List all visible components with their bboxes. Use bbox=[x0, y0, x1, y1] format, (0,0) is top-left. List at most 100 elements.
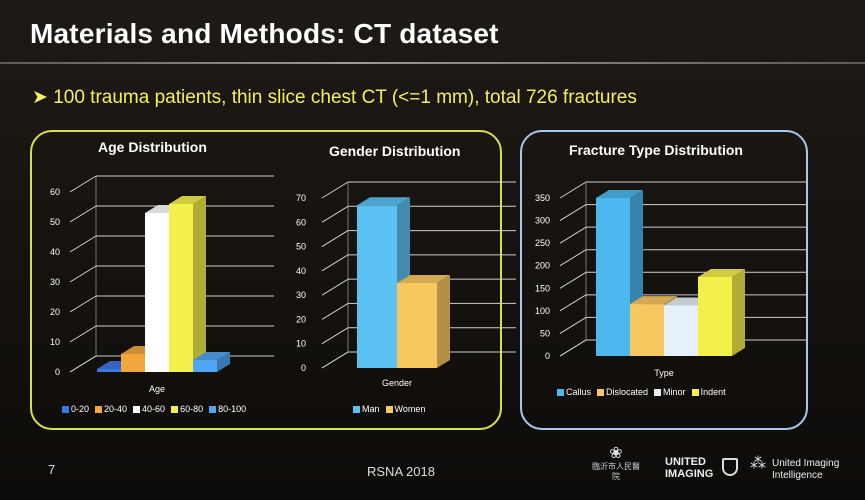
footer-text: RSNA 2018 bbox=[367, 464, 435, 479]
gridline-diag-age bbox=[69, 205, 97, 223]
gridline-diag-age bbox=[69, 295, 97, 313]
tick-label-fracture: 0 bbox=[545, 351, 550, 361]
legend-swatch-callus bbox=[557, 388, 564, 396]
bar-age-2 bbox=[145, 213, 169, 372]
tick-label-gender: 40 bbox=[296, 266, 306, 276]
gender-legend: Man Women bbox=[353, 404, 425, 414]
legend-swatch-20-40 bbox=[95, 405, 103, 413]
gridline-diag-fracture bbox=[559, 181, 587, 199]
fracture-panel bbox=[520, 130, 808, 430]
bar-side-age-4 bbox=[217, 352, 230, 372]
tick-label-gender: 0 bbox=[301, 363, 306, 373]
bar-top-age-4 bbox=[193, 352, 230, 360]
gridline-diag-gender bbox=[321, 327, 349, 345]
tick-label-age: 30 bbox=[50, 277, 60, 287]
legend-swatch-dislocated bbox=[597, 388, 605, 396]
bar-age-0 bbox=[97, 369, 121, 372]
tick-label-fracture: 200 bbox=[535, 261, 550, 271]
bar-top-gender-1 bbox=[397, 275, 450, 283]
legend-label-minor: Minor bbox=[663, 387, 686, 397]
bullet-text: 100 trauma patients, thin slice chest CT… bbox=[53, 87, 637, 108]
bar-gender-1 bbox=[397, 283, 437, 368]
page-number: 7 bbox=[48, 462, 56, 477]
tick-label-fracture: 250 bbox=[535, 238, 550, 248]
tick-label-fracture: 50 bbox=[540, 328, 550, 338]
age-legend: 0-20 20-40 40-60 60-80 80-100 bbox=[62, 404, 246, 414]
fracture-chart-title: Fracture Type Distribution bbox=[569, 142, 743, 158]
gender-chart-title: Gender Distribution bbox=[329, 143, 461, 159]
x-axis-label-gender: Gender bbox=[382, 378, 412, 388]
gridline-diag-gender bbox=[321, 254, 349, 272]
tick-label-gender: 10 bbox=[296, 339, 306, 349]
tick-label-fracture: 350 bbox=[535, 193, 550, 203]
legend-label-80-100: 80-100 bbox=[218, 404, 247, 414]
tick-label-fracture: 300 bbox=[535, 216, 550, 226]
bar-top-age-3 bbox=[169, 196, 206, 204]
tick-label-gender: 20 bbox=[296, 314, 306, 324]
bar-age-4 bbox=[193, 360, 217, 372]
bar-top-fracture-3 bbox=[698, 269, 745, 277]
gridline-diag-age bbox=[69, 175, 97, 193]
bar-gender-0 bbox=[357, 205, 397, 368]
gridline-diag-fracture bbox=[559, 339, 587, 357]
gridline-diag-age bbox=[69, 325, 97, 343]
fracture-legend: Callus Dislocated Minor Indent bbox=[557, 387, 726, 397]
legend-label-man: Man bbox=[362, 404, 380, 414]
bar-age-3 bbox=[169, 204, 193, 372]
gridline-diag-gender bbox=[321, 303, 349, 320]
uii-logo: United Imaging Intelligence bbox=[772, 458, 839, 482]
title-divider bbox=[0, 62, 865, 64]
gridline-diag-fracture bbox=[559, 317, 587, 334]
gridline-diag-gender bbox=[321, 351, 349, 369]
age-gender-panel bbox=[30, 130, 502, 430]
bar-top-gender-0 bbox=[357, 197, 410, 206]
arrow-bullet-icon: ➤ bbox=[32, 87, 48, 108]
gridline-diag-fracture bbox=[559, 271, 587, 289]
legend-swatch-60-80 bbox=[171, 405, 179, 413]
bullet-point: ➤ 100 trauma patients, thin slice chest … bbox=[32, 86, 637, 109]
legend-label-60-80: 60-80 bbox=[180, 404, 204, 414]
uii-line1: United Imaging bbox=[772, 458, 840, 469]
bar-fracture-3 bbox=[698, 277, 732, 356]
united-imaging-line1: UNITED bbox=[665, 456, 706, 468]
lotus-icon: ❀ bbox=[609, 445, 623, 462]
legend-label-callus: Callus bbox=[566, 387, 592, 397]
tick-label-gender: 70 bbox=[296, 193, 306, 203]
bar-fracture-0 bbox=[596, 198, 630, 356]
gridline-diag-gender bbox=[321, 278, 349, 296]
tick-label-fracture: 150 bbox=[535, 283, 550, 293]
united-imaging-line2: IMAGING bbox=[665, 468, 714, 480]
tick-label-age: 50 bbox=[50, 217, 60, 227]
tick-label-gender: 30 bbox=[296, 290, 306, 300]
gridline-diag-gender bbox=[321, 181, 349, 199]
legend-swatch-man bbox=[353, 405, 360, 413]
legend-label-0-20: 0-20 bbox=[71, 404, 90, 414]
shield-icon bbox=[722, 458, 738, 476]
legend-swatch-minor bbox=[654, 388, 662, 396]
bar-fracture-2 bbox=[664, 305, 698, 356]
legend-swatch-women bbox=[385, 405, 393, 413]
tick-label-gender: 50 bbox=[296, 242, 306, 252]
gridline-diag-fracture bbox=[559, 294, 587, 312]
bar-top-fracture-1 bbox=[630, 296, 677, 305]
hospital-logo: ❀ 臨沂市人民醫院 bbox=[590, 446, 642, 482]
gridline-diag-age bbox=[69, 355, 97, 373]
legend-swatch-40-60 bbox=[133, 405, 141, 413]
hospital-name: 臨沂市人民醫院 bbox=[592, 462, 640, 481]
gridline-diag-gender bbox=[321, 205, 349, 223]
gridline-diag-fracture bbox=[559, 204, 587, 221]
bar-side-fracture-3 bbox=[732, 269, 745, 356]
bar-fracture-1 bbox=[630, 304, 664, 356]
tick-label-age: 40 bbox=[50, 247, 60, 257]
x-axis-label-age: Age bbox=[149, 384, 165, 394]
legend-label-indent: Indent bbox=[700, 387, 726, 397]
legend-swatch-80-100 bbox=[209, 405, 217, 413]
legend-label-women: Women bbox=[394, 404, 426, 414]
bar-top-fracture-0 bbox=[596, 190, 643, 198]
bar-side-gender-1 bbox=[437, 275, 450, 368]
legend-label-dislocated: Dislocated bbox=[606, 387, 649, 397]
legend-label-40-60: 40-60 bbox=[142, 404, 166, 414]
tick-label-age: 20 bbox=[50, 307, 60, 317]
tick-label-age: 60 bbox=[50, 187, 60, 197]
